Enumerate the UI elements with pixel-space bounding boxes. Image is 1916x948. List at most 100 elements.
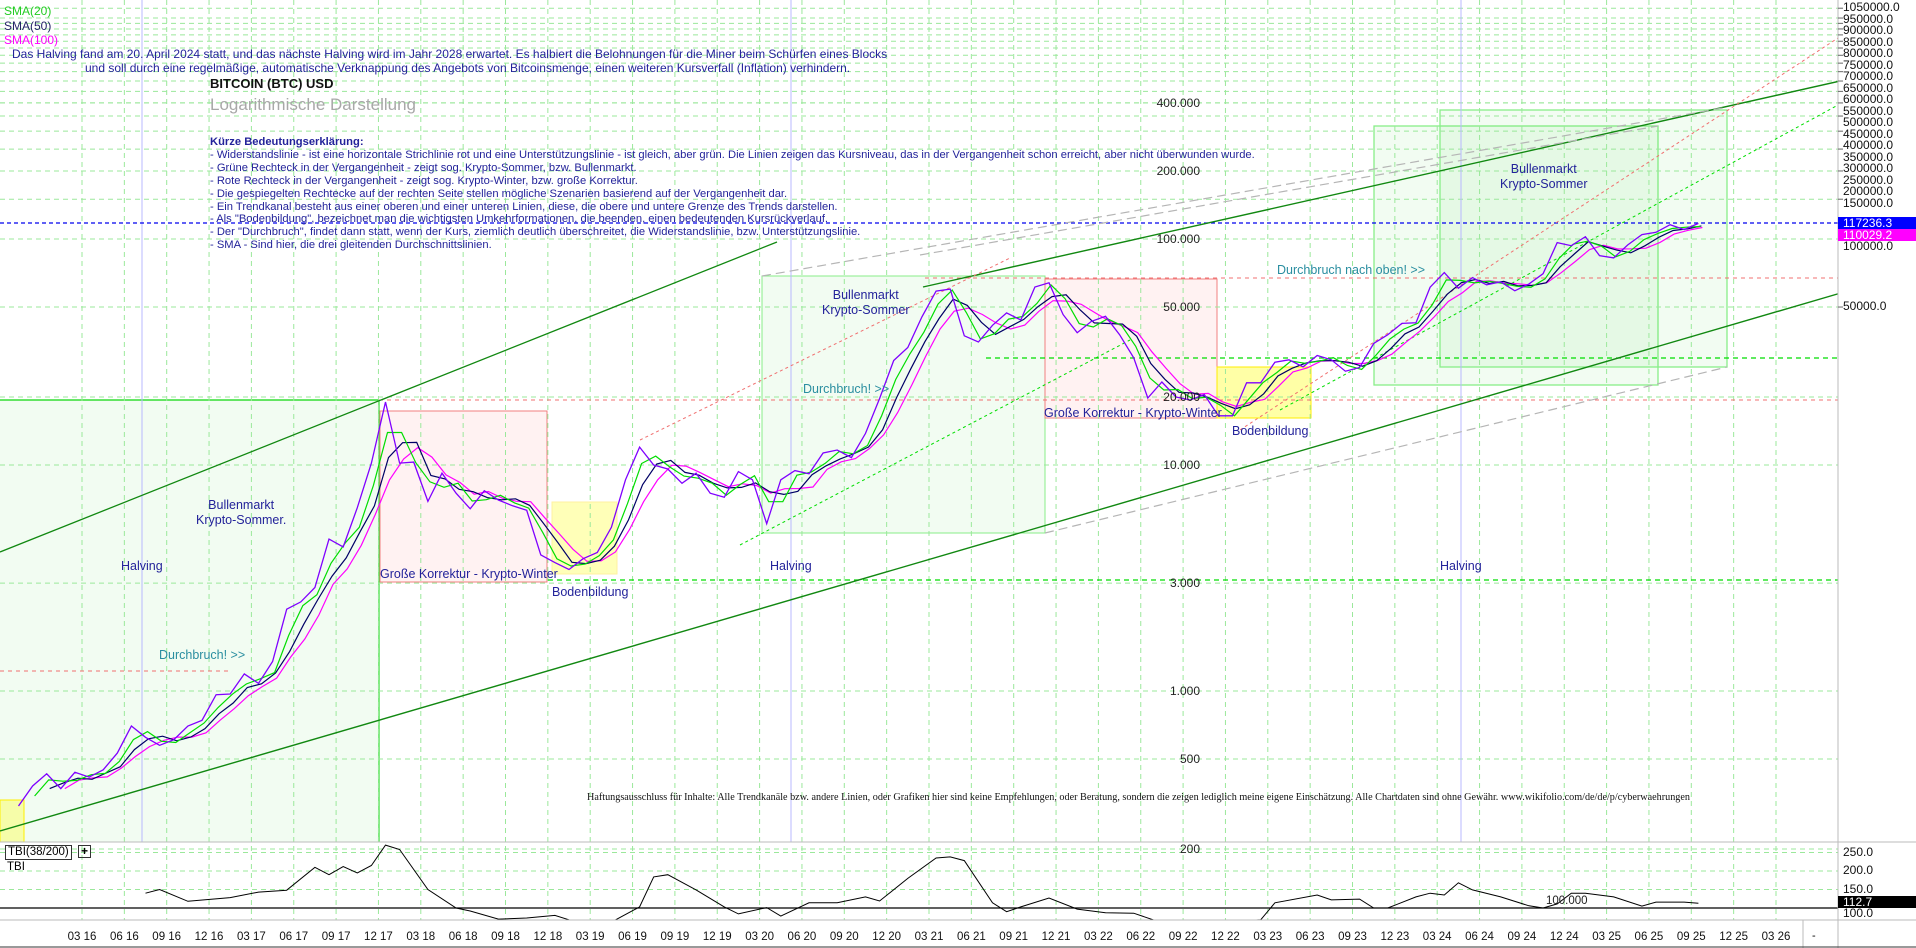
- x-tick-label: 12 17: [364, 931, 393, 943]
- x-tick-label: 03 17: [237, 931, 266, 943]
- x-tick-label: 06 23: [1295, 931, 1325, 943]
- y-tick-label: 600000.0: [1843, 92, 1894, 107]
- x-tick-label: 03 25: [1592, 931, 1621, 943]
- x-tick-label: 12 20: [872, 931, 902, 943]
- explanation-block: Kürze Bedeutungserklärung: - Widerstands…: [210, 136, 1255, 252]
- x-tick-label: 03 16: [67, 931, 97, 943]
- x-tick-label: 03 26: [1761, 931, 1791, 943]
- bottom-zone-0: [0, 799, 25, 842]
- tbi-axis-label: 150.0: [1843, 881, 1874, 896]
- y-tick-label: 550000.0: [1843, 103, 1894, 118]
- y-tick-label: 650000.0: [1843, 80, 1894, 95]
- explanation-item: - Grüne Rechteck in der Vergangenheit - …: [210, 161, 637, 174]
- sma50-line: [49, 225, 1702, 790]
- x-tick-label: 03 22: [1084, 931, 1113, 943]
- tbi-sub-label: TBI: [7, 861, 25, 873]
- tbi-axis-label: 250.0: [1843, 844, 1874, 859]
- y-tick-label: 950000.0: [1843, 11, 1894, 26]
- annotation-halving-1: Halving: [121, 559, 163, 573]
- explanation-item: - Rote Rechteck in der Vergangenheit - z…: [210, 174, 638, 187]
- projection-line-gray-upper: [761, 107, 1724, 277]
- y-tick-label: 100000.0: [1843, 239, 1894, 254]
- y-tick-label: 350000.0: [1843, 149, 1894, 164]
- y-tick-label: 700000.0: [1843, 69, 1894, 84]
- time-axis-end-mark[interactable]: -: [1812, 930, 1816, 942]
- price-line: [17, 222, 1699, 807]
- x-tick-label: 12 23: [1380, 931, 1410, 943]
- y-tick-label: 1050000.0: [1843, 0, 1900, 15]
- annotation-bull-market-3: Bullenmarkt Krypto-Sommer: [1500, 162, 1588, 192]
- annotation-correction-1: Große Korrektur - Krypto-Winter: [380, 567, 558, 581]
- x-tick-label: 06 20: [787, 931, 817, 943]
- explanation-item: - Der "Durchbruch", findet dann statt, w…: [210, 226, 861, 239]
- explanation-item: - SMA - Sind hier, die drei gleitenden D…: [210, 239, 492, 252]
- tbi-current-badge: 112.7: [1838, 896, 1916, 908]
- x-tick-label: 09 17: [321, 931, 351, 943]
- y-tick-label: 50000.0: [1843, 299, 1887, 314]
- x-tick-label: 12 19: [702, 931, 732, 943]
- annotation-bull-market-1: Bullenmarkt Krypto-Sommer.: [196, 498, 286, 528]
- x-tick-label: 12 18: [533, 931, 563, 943]
- y-tick-label: 800000.0: [1843, 46, 1894, 61]
- tbi-axis-label: 100.0: [1843, 906, 1874, 920]
- y-tick-label: 900000.0: [1843, 23, 1894, 38]
- y-tick-label: 250000.0: [1843, 172, 1894, 187]
- y-tick-label: 750000.0: [1843, 57, 1894, 72]
- inner-price-label: 100.000: [1156, 232, 1200, 246]
- x-tick-label: 03 18: [406, 931, 436, 943]
- annotation-bottom-1: Bodenbildung: [552, 585, 629, 599]
- chart-title: BITCOIN (BTC) USD: [210, 76, 334, 91]
- x-tick-label: 09 16: [152, 931, 182, 943]
- annotation-line: Krypto-Sommer: [822, 303, 910, 317]
- y-tick-label: 150000.0: [1843, 195, 1894, 210]
- explanation-item: - Widerstandslinie - ist eine horizontal…: [210, 148, 1255, 161]
- tbi-expand-button[interactable]: +: [78, 845, 91, 858]
- tbi-level-label: 100.000: [1546, 895, 1588, 907]
- x-tick-label: 03 24: [1422, 931, 1452, 943]
- annotation-bull-market-2: Bullenmarkt Krypto-Sommer: [822, 288, 910, 318]
- grid: [0, 0, 1838, 920]
- current-price-badge: 117236.3: [1838, 217, 1916, 230]
- y-tick-label: 200000.0: [1843, 184, 1894, 199]
- tbi-indicator-label[interactable]: TBI(38/200): [5, 845, 72, 860]
- tbi-axis-label: 200.0: [1843, 863, 1874, 877]
- explanation-heading: Kürze Bedeutungserklärung:: [210, 136, 364, 148]
- annotation-halving-2: Halving: [770, 559, 812, 573]
- annotation-line: Bullenmarkt: [832, 288, 899, 302]
- x-tick-label: 09 24: [1507, 931, 1537, 943]
- x-tick-label: 09 19: [660, 931, 690, 943]
- x-tick-label: 12 16: [194, 931, 224, 943]
- x-tick-label: 12 25: [1719, 931, 1749, 943]
- x-tick-label: 06 18: [448, 931, 478, 943]
- x-tick-label: 06 17: [279, 931, 309, 943]
- legend-sma20[interactable]: SMA(20): [4, 4, 52, 18]
- x-tick-label: 06 22: [1126, 931, 1156, 943]
- sma100-line: [64, 226, 1703, 790]
- projection-line-gray-lower: [1044, 366, 1728, 534]
- y-tick-label: 450000.0: [1843, 126, 1894, 141]
- annotation-halving-3: Halving: [1440, 559, 1482, 573]
- x-tick-label: 09 21: [999, 931, 1029, 943]
- legend-sma50[interactable]: SMA(50): [4, 19, 52, 33]
- x-tick-label: 06 16: [109, 931, 139, 943]
- sma20-line: [34, 225, 1701, 797]
- annotation-correction-2: Große Korrektur - Krypto-Winter: [1044, 406, 1222, 420]
- annotation-line: Krypto-Sommer.: [196, 513, 287, 527]
- y-tick-label: 850000.0: [1843, 34, 1894, 49]
- inner-price-label: 10.000: [1163, 458, 1200, 472]
- projection-line-red-2: [1239, 37, 1838, 431]
- y-tick-label: 500000.0: [1843, 115, 1894, 130]
- x-tick-label: 09 25: [1676, 931, 1706, 943]
- x-tick-label: 06 25: [1634, 931, 1664, 943]
- explanation-item: - Ein Trendkanal besteht aus einer obere…: [210, 200, 838, 213]
- annotation-line: Bullenmarkt: [208, 498, 275, 512]
- inner-price-label: 200: [1179, 841, 1200, 856]
- x-tick-label: 12 22: [1211, 931, 1240, 943]
- projected-bull-zone-a: [1373, 125, 1659, 386]
- legend-sma100[interactable]: SMA(100): [4, 33, 59, 47]
- projection-line-green-2: [1279, 104, 1838, 411]
- trend-channel-upper-1: [0, 241, 778, 553]
- trend-channel-lower: [0, 293, 1838, 832]
- inner-price-label: 200.000: [1156, 163, 1200, 178]
